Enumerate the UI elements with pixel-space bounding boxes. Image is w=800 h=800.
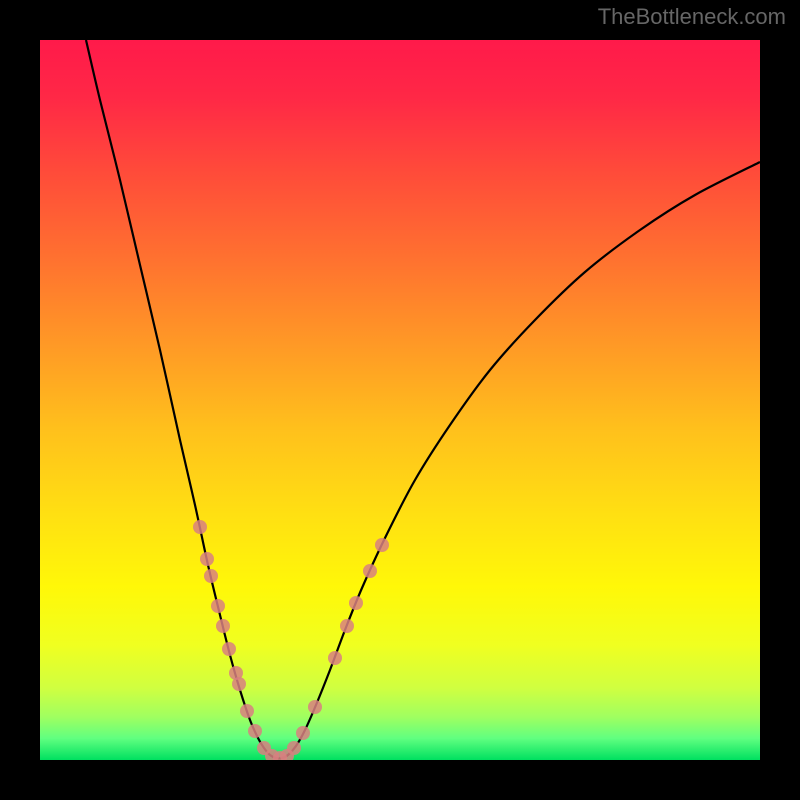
curve-marker <box>232 677 246 691</box>
curve-marker <box>240 704 254 718</box>
curve-marker <box>222 642 236 656</box>
curve-marker <box>363 564 377 578</box>
curve-marker <box>308 700 322 714</box>
chart-svg <box>40 40 760 760</box>
watermark-text: TheBottleneck.com <box>598 4 786 30</box>
curve-marker <box>216 619 230 633</box>
curve-marker <box>296 726 310 740</box>
curve-marker <box>248 724 262 738</box>
curve-marker <box>349 596 363 610</box>
curve-marker <box>200 552 214 566</box>
curve-markers-group <box>193 520 389 760</box>
curve-marker <box>211 599 225 613</box>
bottleneck-curve <box>86 40 760 758</box>
curve-marker <box>340 619 354 633</box>
curve-marker <box>193 520 207 534</box>
curve-marker <box>328 651 342 665</box>
curve-marker <box>287 741 301 755</box>
curve-marker <box>375 538 389 552</box>
chart-plot-area <box>40 40 760 760</box>
curve-marker <box>204 569 218 583</box>
